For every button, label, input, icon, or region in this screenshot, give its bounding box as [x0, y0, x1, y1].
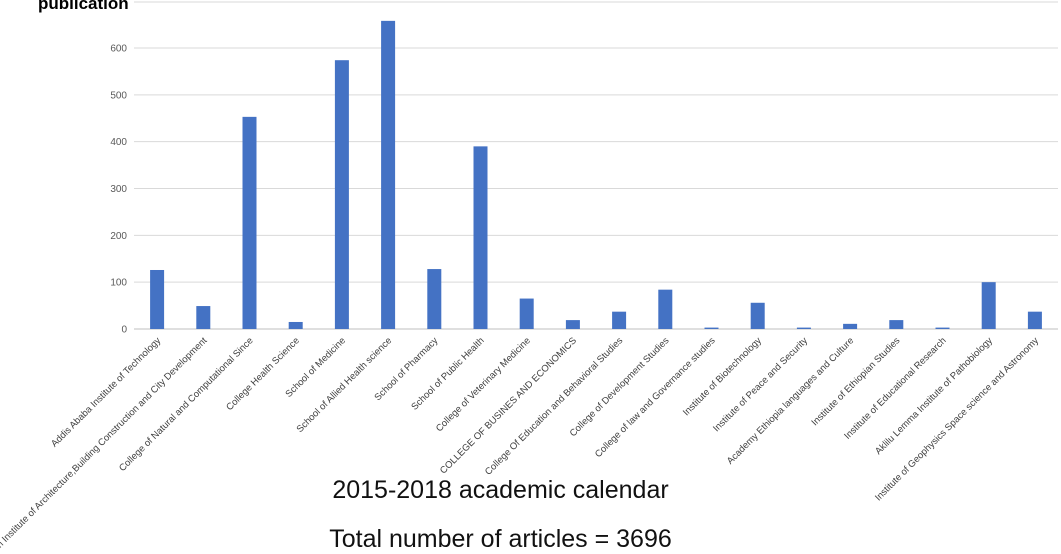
x-tick-label: Institute of Ethiopian Studies	[809, 335, 902, 428]
bar	[427, 269, 442, 329]
bar	[242, 116, 257, 329]
x-tick-label: College of Development Studies	[568, 335, 672, 439]
chart-title: publication	[38, 0, 129, 13]
y-tick-label: 400	[110, 137, 127, 148]
bar	[889, 320, 904, 329]
bar	[658, 289, 673, 329]
y-tick-label: 600	[110, 44, 127, 55]
caption-period: 2015-2018 academic calendar	[332, 476, 669, 504]
bar	[334, 60, 349, 329]
gridlines	[134, 1, 1058, 330]
bar	[196, 306, 211, 329]
bar	[843, 323, 858, 329]
y-tick-label: 500	[110, 90, 127, 101]
bar	[150, 269, 165, 329]
caption-total: Total number of articles = 3696	[329, 525, 672, 553]
y-tick-label: 100	[110, 278, 127, 289]
y-tick-label: 200	[110, 231, 127, 242]
x-tick-label: Institute of Peace and Security	[711, 335, 810, 434]
bar	[704, 327, 719, 329]
x-axis-labels: Addis Ababa Institute of TechnologyEthio…	[0, 335, 1041, 548]
x-tick-label: Institute of Biotechnology	[681, 335, 764, 418]
bars	[150, 20, 1042, 329]
x-tick-label: College of Veterinary Medicine	[434, 335, 533, 434]
bar	[288, 321, 303, 329]
bar	[1027, 311, 1042, 329]
y-tick-label: 0	[121, 325, 127, 336]
x-tick-label: School of Allied Health science	[295, 335, 395, 435]
y-axis-ticks: 0 100 200 300 400 500 600	[110, 44, 127, 336]
y-tick-label: 300	[110, 184, 127, 195]
bar	[381, 20, 396, 329]
bar	[565, 320, 580, 329]
x-tick-label: Ethiopian Institute of Architecture,Buil…	[0, 335, 210, 548]
bar	[473, 146, 488, 329]
bar	[796, 327, 811, 329]
bar	[750, 302, 765, 329]
bar	[981, 282, 996, 329]
bar	[935, 327, 950, 329]
bar	[519, 298, 534, 329]
bar	[612, 311, 627, 329]
